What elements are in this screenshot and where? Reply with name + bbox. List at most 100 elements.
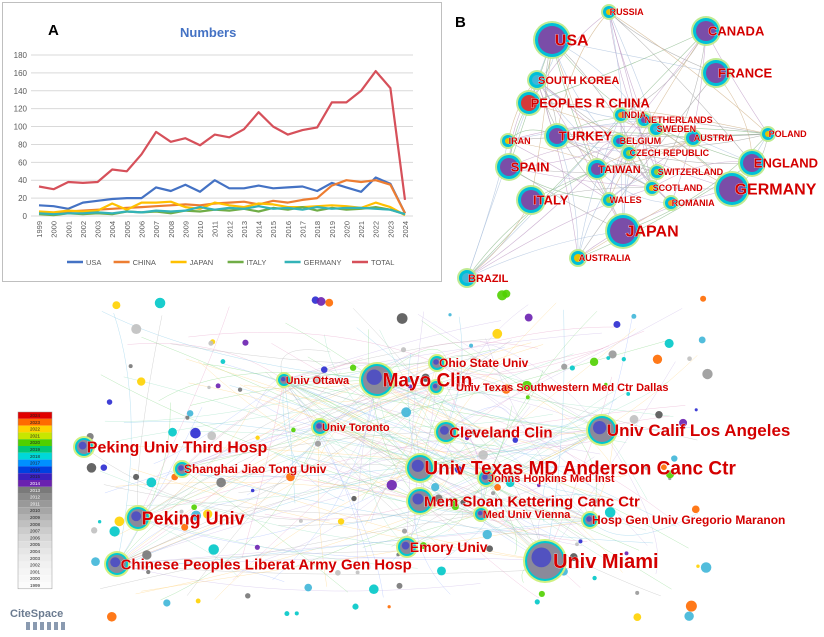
y-tick-label: 120: [14, 105, 28, 114]
minor-node: [316, 297, 326, 306]
institution-link: [317, 479, 591, 521]
country-link: [596, 30, 707, 170]
legend-year: 2014: [30, 481, 41, 486]
minor-node: [91, 527, 98, 534]
country-label: AUSTRIA: [694, 133, 734, 143]
institution-link: [436, 355, 515, 391]
legend-entry: USA: [86, 258, 101, 267]
minor-node: [608, 350, 617, 359]
legend-entry: JAPAN: [190, 258, 214, 267]
institution-link: [199, 429, 603, 478]
institution-link: [419, 500, 540, 599]
node-core: [591, 163, 603, 175]
legend-swatch: [18, 459, 52, 467]
legend-year: 2019: [30, 447, 41, 452]
institution-link: [186, 358, 591, 521]
y-tick-label: 80: [18, 140, 27, 149]
country-link: [577, 128, 657, 259]
minor-node: [286, 472, 295, 482]
minor-node: [351, 495, 357, 502]
country-link: [608, 11, 626, 232]
country-label: JAPAN: [626, 224, 679, 241]
minor-node: [569, 365, 575, 371]
legend-swatch: [18, 466, 52, 474]
minor-node: [179, 509, 184, 514]
minor-node: [100, 464, 108, 471]
institution-label: Univ Texas MD Anderson Canc Ctr: [424, 459, 736, 480]
node-core: [641, 117, 647, 123]
node-center: [316, 423, 322, 429]
node-core: [743, 154, 761, 172]
minor-node: [604, 382, 608, 387]
minor-node: [589, 357, 599, 367]
legend-swatch: [18, 418, 52, 426]
minor-node: [298, 518, 303, 523]
country-link: [608, 128, 657, 201]
minor-node: [191, 504, 197, 511]
legend-swatch: [18, 425, 52, 433]
institution-link: [236, 467, 421, 541]
logo-bar: [54, 622, 58, 630]
minor-node: [86, 463, 97, 473]
minor-node: [191, 510, 202, 521]
minor-node: [220, 359, 226, 364]
minor-node: [250, 488, 255, 493]
institution-link: [241, 379, 285, 558]
minor-node: [492, 328, 503, 339]
minor-node: [436, 566, 446, 576]
country-link: [508, 166, 733, 190]
minor-node: [208, 340, 214, 346]
country-link: [608, 11, 658, 173]
minor-node: [137, 377, 146, 386]
country-link: [536, 79, 579, 259]
country-link: [530, 187, 653, 201]
minor-node: [168, 427, 177, 437]
country-label: GERMANY: [735, 182, 817, 199]
institution-link: [116, 308, 683, 565]
minor-node: [294, 611, 299, 616]
institution-link: [137, 400, 318, 519]
country-label: IRAN: [509, 136, 531, 146]
minor-node: [434, 494, 443, 503]
institution-link: [283, 379, 529, 534]
institution-link: [436, 362, 622, 479]
x-tick-label: 2008: [167, 221, 176, 238]
country-label: WALES: [610, 195, 642, 205]
minor-node: [400, 347, 407, 353]
minor-node: [245, 593, 251, 599]
x-tick-label: 2014: [255, 221, 264, 238]
institution-label: Univ Calif Los Angeles: [607, 421, 791, 440]
country-link: [528, 102, 769, 135]
country-label: CANADA: [708, 24, 765, 39]
legend-swatch: [18, 561, 52, 569]
country-label: AUSTRALIA: [579, 253, 631, 263]
node-center: [433, 384, 438, 389]
node-core: [505, 138, 511, 144]
institution-link: [436, 362, 648, 546]
legend-year: 2002: [30, 563, 41, 568]
logo-bar: [47, 622, 51, 630]
node-center: [440, 426, 449, 435]
country-link: [507, 125, 657, 142]
x-tick-label: 2023: [386, 221, 395, 238]
institution-link: [485, 477, 623, 573]
country-label: FRANCE: [718, 66, 772, 81]
legend-swatch: [18, 554, 52, 562]
node-core: [696, 21, 716, 41]
country-link: [577, 114, 622, 259]
institution-link: [283, 320, 502, 381]
institution-link: [214, 467, 421, 600]
institution-link: [83, 446, 330, 521]
institution-label: Shanghai Jiao Tong Univ: [184, 462, 327, 476]
node-core: [649, 185, 655, 191]
institution-link: [485, 477, 583, 546]
minor-node: [304, 583, 313, 592]
node-core: [500, 158, 518, 176]
institution-link: [376, 379, 504, 449]
institution-link: [127, 343, 285, 381]
node-core: [574, 254, 582, 262]
x-tick-label: 2018: [313, 221, 322, 238]
logo-bar: [33, 622, 37, 630]
minor-node: [203, 509, 213, 519]
